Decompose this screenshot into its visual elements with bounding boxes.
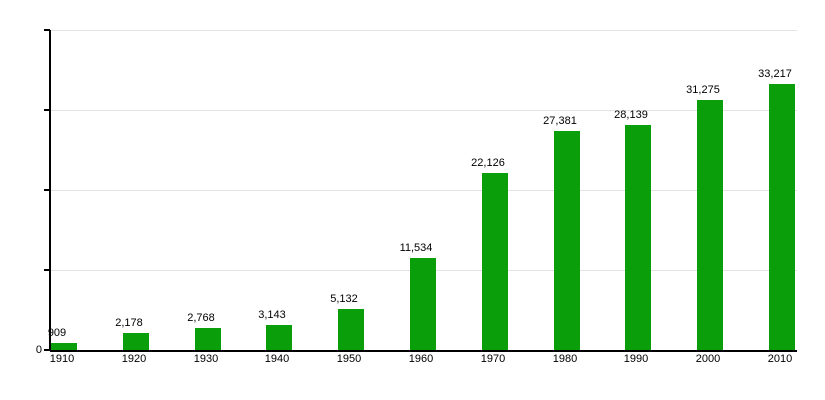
gridline-20000 — [50, 190, 797, 191]
bar-value-label: 28,139 — [614, 109, 648, 121]
y-axis-tick — [44, 109, 50, 111]
y-axis-tick — [44, 189, 50, 191]
y-axis-tick — [44, 29, 50, 31]
x-axis-tick-label: 1950 — [336, 353, 362, 365]
bar-value-label: 11,534 — [399, 242, 433, 254]
y-axis-zero-label: 0 — [35, 344, 42, 356]
bar-value-label: 2,178 — [115, 317, 143, 329]
bar-value-label: 5,132 — [330, 293, 358, 305]
y-axis-line — [49, 30, 51, 351]
bar-1940 — [266, 325, 292, 350]
bar-value-label: 27,381 — [543, 115, 577, 127]
x-axis-tick-label: 1920 — [121, 353, 147, 365]
x-axis-tick-label: 2000 — [695, 353, 721, 365]
bar-2000 — [697, 100, 723, 350]
x-axis-tick-label: 1910 — [49, 353, 75, 365]
bar-1960 — [410, 258, 436, 350]
gridline-30000 — [50, 110, 797, 111]
x-axis-line — [50, 350, 797, 352]
x-axis-tick-label: 1970 — [480, 353, 506, 365]
bar-1990 — [625, 125, 651, 350]
bar-value-label: 22,126 — [471, 157, 505, 169]
bar-value-label: 33,217 — [758, 68, 792, 80]
x-axis-tick-label: 1940 — [264, 353, 290, 365]
bar-value-label: 3,143 — [258, 309, 286, 321]
x-axis-tick-label: 1980 — [552, 353, 578, 365]
bar-1980 — [554, 131, 580, 350]
bar-value-label: 31,275 — [686, 84, 720, 96]
y-axis-tick — [44, 269, 50, 271]
x-axis-tick-label: 1930 — [193, 353, 219, 365]
x-axis-tick-label: 2010 — [767, 353, 793, 365]
y-axis-tick — [44, 349, 50, 351]
bar-value-label: 2,768 — [187, 312, 215, 324]
bar-1930 — [195, 328, 221, 350]
gridline-40000 — [50, 30, 797, 31]
bar-1920 — [123, 333, 149, 350]
bar-value-label: 909 — [47, 327, 67, 339]
x-axis-tick-label: 1990 — [623, 353, 649, 365]
x-axis-tick-label: 1960 — [408, 353, 434, 365]
bar-2010 — [769, 84, 795, 350]
bar-1910 — [51, 343, 77, 350]
bar-1950 — [338, 309, 364, 350]
bar-1970 — [482, 173, 508, 350]
